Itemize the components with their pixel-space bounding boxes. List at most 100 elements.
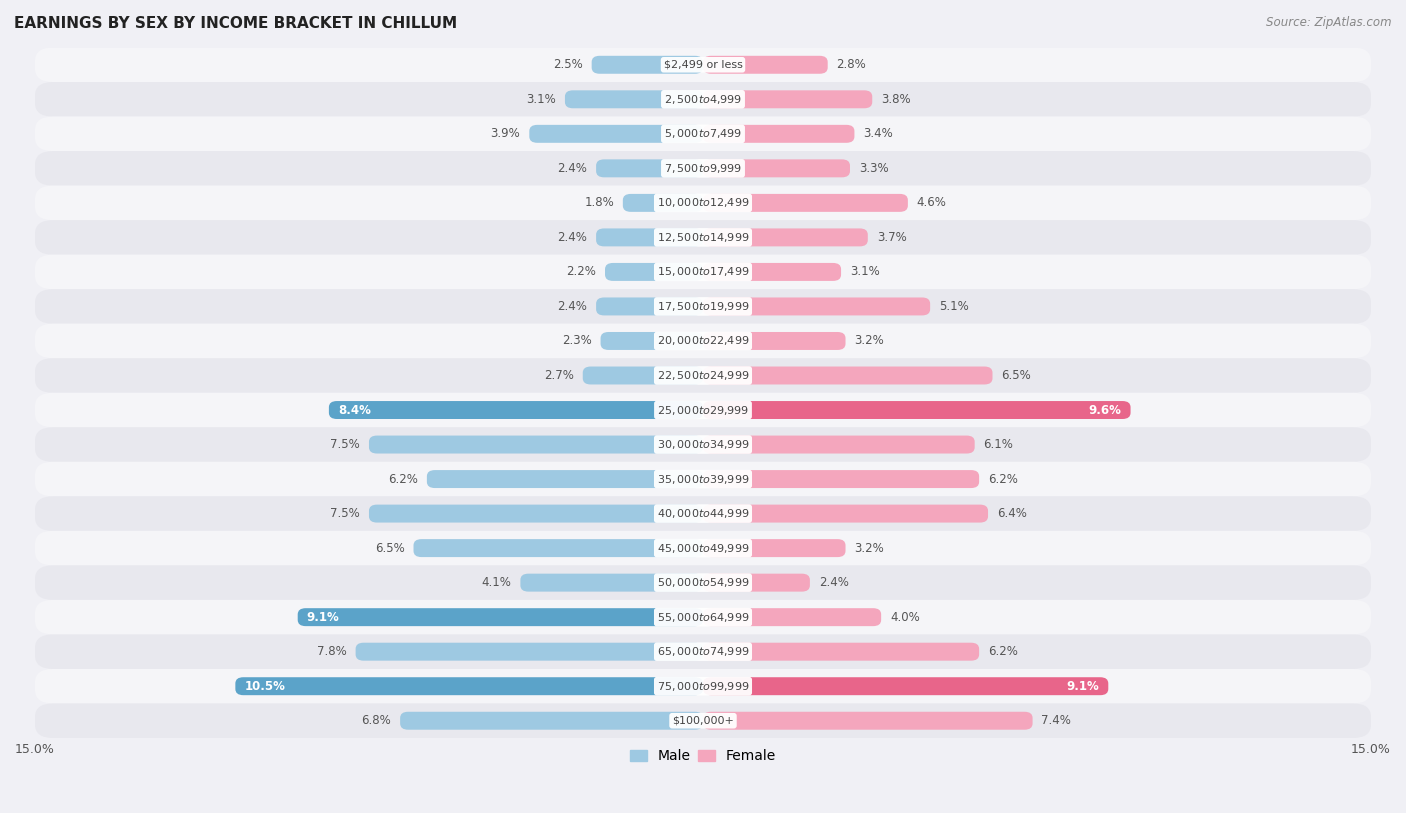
Text: 2.2%: 2.2% bbox=[567, 265, 596, 278]
Text: 9.6%: 9.6% bbox=[1088, 403, 1122, 416]
Text: 3.9%: 3.9% bbox=[491, 128, 520, 141]
FancyBboxPatch shape bbox=[703, 332, 845, 350]
FancyBboxPatch shape bbox=[35, 565, 1371, 600]
FancyBboxPatch shape bbox=[596, 159, 703, 177]
FancyBboxPatch shape bbox=[329, 401, 703, 419]
Text: 3.8%: 3.8% bbox=[882, 93, 911, 106]
Text: $10,000 to $12,499: $10,000 to $12,499 bbox=[657, 197, 749, 210]
FancyBboxPatch shape bbox=[298, 608, 703, 626]
FancyBboxPatch shape bbox=[703, 298, 931, 315]
Text: $2,500 to $4,999: $2,500 to $4,999 bbox=[664, 93, 742, 106]
Text: 2.4%: 2.4% bbox=[557, 300, 588, 313]
Text: $40,000 to $44,999: $40,000 to $44,999 bbox=[657, 507, 749, 520]
FancyBboxPatch shape bbox=[703, 643, 979, 661]
Legend: Male, Female: Male, Female bbox=[624, 744, 782, 769]
Text: 7.5%: 7.5% bbox=[330, 507, 360, 520]
FancyBboxPatch shape bbox=[35, 496, 1371, 531]
Text: 1.8%: 1.8% bbox=[583, 197, 614, 210]
FancyBboxPatch shape bbox=[35, 185, 1371, 220]
Text: 7.5%: 7.5% bbox=[330, 438, 360, 451]
FancyBboxPatch shape bbox=[703, 263, 841, 281]
FancyBboxPatch shape bbox=[703, 711, 1032, 730]
Text: 4.0%: 4.0% bbox=[890, 611, 920, 624]
FancyBboxPatch shape bbox=[703, 90, 872, 108]
FancyBboxPatch shape bbox=[35, 359, 1371, 393]
Text: 6.4%: 6.4% bbox=[997, 507, 1026, 520]
FancyBboxPatch shape bbox=[35, 600, 1371, 634]
Text: Source: ZipAtlas.com: Source: ZipAtlas.com bbox=[1267, 16, 1392, 29]
Text: 3.1%: 3.1% bbox=[851, 265, 880, 278]
FancyBboxPatch shape bbox=[35, 289, 1371, 324]
Text: $50,000 to $54,999: $50,000 to $54,999 bbox=[657, 576, 749, 589]
Text: 5.1%: 5.1% bbox=[939, 300, 969, 313]
FancyBboxPatch shape bbox=[235, 677, 703, 695]
Text: 4.1%: 4.1% bbox=[482, 576, 512, 589]
FancyBboxPatch shape bbox=[703, 574, 810, 592]
FancyBboxPatch shape bbox=[565, 90, 703, 108]
Text: $22,500 to $24,999: $22,500 to $24,999 bbox=[657, 369, 749, 382]
FancyBboxPatch shape bbox=[596, 298, 703, 315]
FancyBboxPatch shape bbox=[605, 263, 703, 281]
Text: $45,000 to $49,999: $45,000 to $49,999 bbox=[657, 541, 749, 554]
FancyBboxPatch shape bbox=[529, 125, 703, 143]
Text: 8.4%: 8.4% bbox=[337, 403, 371, 416]
FancyBboxPatch shape bbox=[703, 539, 845, 557]
Text: 6.2%: 6.2% bbox=[988, 646, 1018, 659]
FancyBboxPatch shape bbox=[35, 82, 1371, 116]
FancyBboxPatch shape bbox=[703, 436, 974, 454]
FancyBboxPatch shape bbox=[35, 47, 1371, 82]
FancyBboxPatch shape bbox=[592, 56, 703, 74]
FancyBboxPatch shape bbox=[582, 367, 703, 385]
FancyBboxPatch shape bbox=[703, 159, 851, 177]
Text: 9.1%: 9.1% bbox=[307, 611, 339, 624]
FancyBboxPatch shape bbox=[35, 462, 1371, 496]
FancyBboxPatch shape bbox=[35, 220, 1371, 254]
Text: $2,499 or less: $2,499 or less bbox=[664, 60, 742, 70]
Text: 6.2%: 6.2% bbox=[988, 472, 1018, 485]
FancyBboxPatch shape bbox=[703, 228, 868, 246]
FancyBboxPatch shape bbox=[703, 470, 979, 488]
FancyBboxPatch shape bbox=[35, 669, 1371, 703]
Text: 2.4%: 2.4% bbox=[557, 162, 588, 175]
Text: 6.8%: 6.8% bbox=[361, 715, 391, 728]
Text: 2.5%: 2.5% bbox=[553, 59, 582, 72]
FancyBboxPatch shape bbox=[35, 116, 1371, 151]
Text: 6.2%: 6.2% bbox=[388, 472, 418, 485]
Text: 4.6%: 4.6% bbox=[917, 197, 946, 210]
FancyBboxPatch shape bbox=[703, 367, 993, 385]
Text: 6.5%: 6.5% bbox=[375, 541, 405, 554]
FancyBboxPatch shape bbox=[35, 324, 1371, 359]
Text: 3.7%: 3.7% bbox=[877, 231, 907, 244]
Text: 2.7%: 2.7% bbox=[544, 369, 574, 382]
FancyBboxPatch shape bbox=[35, 634, 1371, 669]
Text: $12,500 to $14,999: $12,500 to $14,999 bbox=[657, 231, 749, 244]
FancyBboxPatch shape bbox=[413, 539, 703, 557]
Text: $20,000 to $22,499: $20,000 to $22,499 bbox=[657, 334, 749, 347]
Text: 6.5%: 6.5% bbox=[1001, 369, 1031, 382]
Text: 2.3%: 2.3% bbox=[562, 334, 592, 347]
Text: 3.2%: 3.2% bbox=[855, 541, 884, 554]
Text: 2.8%: 2.8% bbox=[837, 59, 866, 72]
Text: $30,000 to $34,999: $30,000 to $34,999 bbox=[657, 438, 749, 451]
Text: 3.3%: 3.3% bbox=[859, 162, 889, 175]
Text: $25,000 to $29,999: $25,000 to $29,999 bbox=[657, 403, 749, 416]
FancyBboxPatch shape bbox=[703, 608, 882, 626]
Text: 3.4%: 3.4% bbox=[863, 128, 893, 141]
FancyBboxPatch shape bbox=[520, 574, 703, 592]
Text: 7.4%: 7.4% bbox=[1042, 715, 1071, 728]
Text: $55,000 to $64,999: $55,000 to $64,999 bbox=[657, 611, 749, 624]
FancyBboxPatch shape bbox=[35, 428, 1371, 462]
FancyBboxPatch shape bbox=[703, 56, 828, 74]
FancyBboxPatch shape bbox=[35, 393, 1371, 428]
Text: 3.1%: 3.1% bbox=[526, 93, 555, 106]
Text: 3.2%: 3.2% bbox=[855, 334, 884, 347]
FancyBboxPatch shape bbox=[401, 711, 703, 730]
FancyBboxPatch shape bbox=[427, 470, 703, 488]
Text: EARNINGS BY SEX BY INCOME BRACKET IN CHILLUM: EARNINGS BY SEX BY INCOME BRACKET IN CHI… bbox=[14, 16, 457, 31]
Text: 7.8%: 7.8% bbox=[316, 646, 347, 659]
FancyBboxPatch shape bbox=[600, 332, 703, 350]
Text: 2.4%: 2.4% bbox=[557, 231, 588, 244]
FancyBboxPatch shape bbox=[368, 436, 703, 454]
Text: $35,000 to $39,999: $35,000 to $39,999 bbox=[657, 472, 749, 485]
Text: $7,500 to $9,999: $7,500 to $9,999 bbox=[664, 162, 742, 175]
